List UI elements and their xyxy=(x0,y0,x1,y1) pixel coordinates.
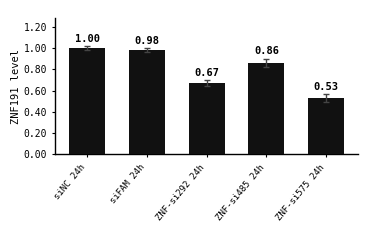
Bar xyxy=(129,50,165,154)
Bar xyxy=(189,83,225,154)
Text: 1.00: 1.00 xyxy=(75,34,100,44)
Text: 0.53: 0.53 xyxy=(314,81,339,91)
Bar xyxy=(248,63,284,154)
Text: 0.86: 0.86 xyxy=(254,47,279,57)
Y-axis label: ZNF191 level: ZNF191 level xyxy=(11,49,21,124)
Bar xyxy=(69,48,105,154)
Bar xyxy=(308,98,344,154)
Text: 0.98: 0.98 xyxy=(134,36,159,46)
Text: 0.67: 0.67 xyxy=(194,68,219,78)
